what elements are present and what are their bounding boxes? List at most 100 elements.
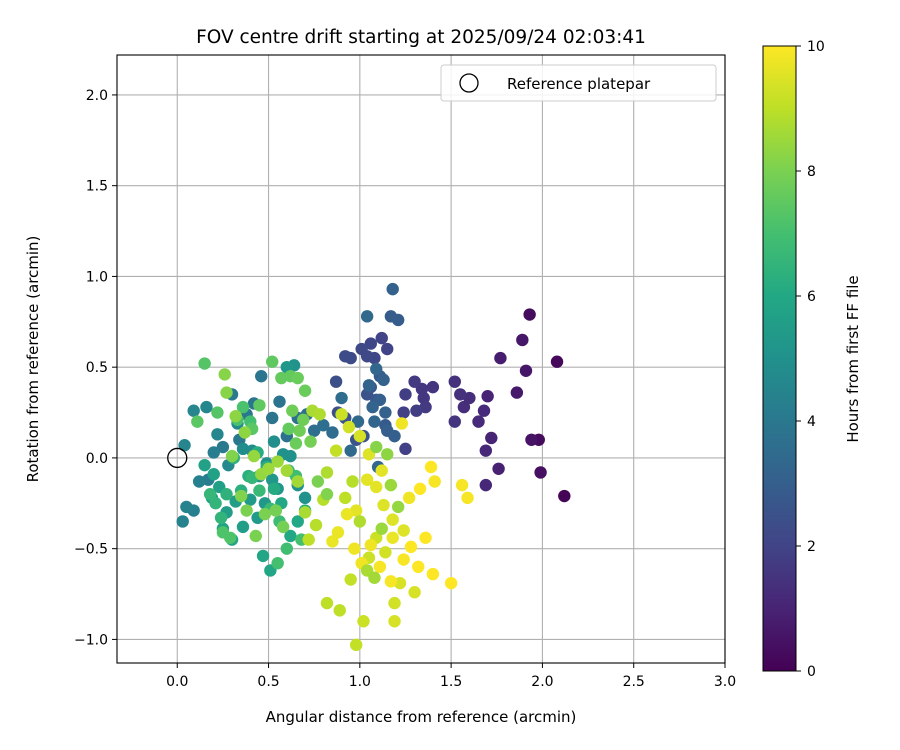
data-point bbox=[284, 449, 297, 463]
data-point bbox=[304, 435, 317, 448]
data-point bbox=[397, 406, 410, 419]
data-point bbox=[377, 498, 390, 512]
y-tick-label: 0.5 bbox=[86, 360, 108, 376]
data-point bbox=[209, 497, 222, 510]
data-point bbox=[448, 415, 461, 428]
y-tick-label: −1.0 bbox=[74, 632, 108, 648]
plot-frame bbox=[116, 54, 726, 664]
data-point bbox=[391, 500, 405, 514]
data-point bbox=[353, 515, 367, 528]
data-point bbox=[457, 400, 471, 414]
data-point bbox=[220, 386, 233, 399]
data-point bbox=[479, 444, 493, 457]
data-point bbox=[176, 515, 189, 528]
data-point bbox=[333, 604, 346, 617]
colorbar: 0 2 4 6 8 10 Hours from first FF file bbox=[762, 39, 862, 680]
data-point bbox=[280, 542, 294, 555]
axis-ticks: 0.0 0.5 1.0 1.5 2.0 2.5 3.0 −1.0 −0.5 0.0 0.5 1.0 1.… bbox=[74, 88, 736, 690]
data-point bbox=[291, 515, 304, 528]
data-point bbox=[355, 342, 368, 356]
data-point bbox=[339, 491, 352, 505]
data-point bbox=[375, 522, 388, 535]
data-point bbox=[298, 491, 312, 505]
data-point bbox=[348, 542, 361, 555]
data-point bbox=[379, 406, 392, 419]
x-tick-label: 3.0 bbox=[714, 674, 736, 690]
data-point bbox=[525, 433, 538, 446]
data-point bbox=[178, 439, 191, 452]
data-point bbox=[225, 449, 239, 463]
data-point bbox=[492, 462, 505, 476]
data-point bbox=[192, 475, 206, 488]
data-point bbox=[291, 371, 304, 385]
data-point bbox=[386, 282, 399, 296]
data-point bbox=[558, 489, 571, 503]
data-point bbox=[388, 596, 401, 610]
data-point bbox=[479, 478, 493, 492]
colorbar-tick-label: 2 bbox=[807, 539, 816, 555]
data-point bbox=[360, 310, 374, 323]
data-point bbox=[368, 415, 381, 428]
data-point bbox=[253, 399, 266, 412]
data-point bbox=[364, 337, 377, 350]
data-point bbox=[282, 422, 295, 436]
data-point bbox=[335, 391, 348, 405]
legend-box bbox=[440, 64, 717, 102]
data-point bbox=[344, 444, 357, 457]
colorbar-tick-label: 4 bbox=[807, 414, 816, 430]
x-tick-label: 0.0 bbox=[166, 674, 188, 690]
data-point bbox=[391, 313, 405, 327]
data-point bbox=[293, 424, 306, 437]
data-point bbox=[236, 400, 250, 414]
data-point bbox=[412, 560, 425, 574]
data-point bbox=[386, 513, 399, 526]
data-point bbox=[229, 409, 242, 423]
data-point bbox=[265, 411, 279, 425]
data-point bbox=[258, 507, 272, 521]
data-point bbox=[386, 531, 399, 544]
y-tick-label: −0.5 bbox=[74, 542, 108, 558]
reference-platepar-marker bbox=[167, 447, 188, 469]
data-point bbox=[351, 415, 365, 428]
y-tick-label: 0.0 bbox=[86, 451, 108, 467]
data-point bbox=[368, 571, 381, 584]
data-point bbox=[485, 431, 498, 445]
data-point bbox=[211, 428, 224, 441]
data-point bbox=[203, 488, 217, 501]
data-point bbox=[236, 520, 250, 534]
legend: Reference platepar bbox=[440, 64, 717, 102]
data-point bbox=[298, 384, 312, 397]
colorbar-tick-label: 8 bbox=[807, 164, 816, 180]
data-point bbox=[329, 444, 343, 457]
data-point bbox=[273, 395, 286, 408]
data-point bbox=[284, 529, 297, 543]
data-point bbox=[410, 404, 423, 417]
data-point bbox=[375, 331, 388, 345]
data-point bbox=[335, 408, 348, 421]
data-point bbox=[240, 504, 253, 517]
data-point bbox=[516, 333, 529, 347]
data-point bbox=[198, 458, 211, 472]
y-axis-title: Rotation from reference (arcmin) bbox=[24, 236, 42, 483]
data-point bbox=[326, 535, 339, 548]
legend-reference-marker bbox=[459, 73, 479, 93]
x-tick-label: 1.5 bbox=[440, 674, 462, 690]
data-point bbox=[550, 355, 564, 368]
data-point bbox=[384, 478, 398, 492]
colorbar-tick-label: 10 bbox=[807, 39, 825, 55]
data-point bbox=[339, 350, 352, 363]
legend-label-reference-platepar: Reference platepar bbox=[507, 75, 651, 93]
data-point bbox=[247, 449, 261, 463]
data-point bbox=[256, 549, 270, 563]
y-tick-label: 1.0 bbox=[86, 269, 108, 285]
data-point bbox=[413, 482, 427, 495]
data-point bbox=[307, 424, 321, 437]
data-point bbox=[191, 415, 204, 428]
data-point bbox=[408, 586, 421, 599]
colorbar-gradient bbox=[762, 45, 797, 672]
colorbar-tick-label: 6 bbox=[807, 289, 816, 305]
data-point bbox=[313, 408, 326, 421]
data-point bbox=[481, 390, 494, 403]
data-point bbox=[408, 375, 421, 388]
